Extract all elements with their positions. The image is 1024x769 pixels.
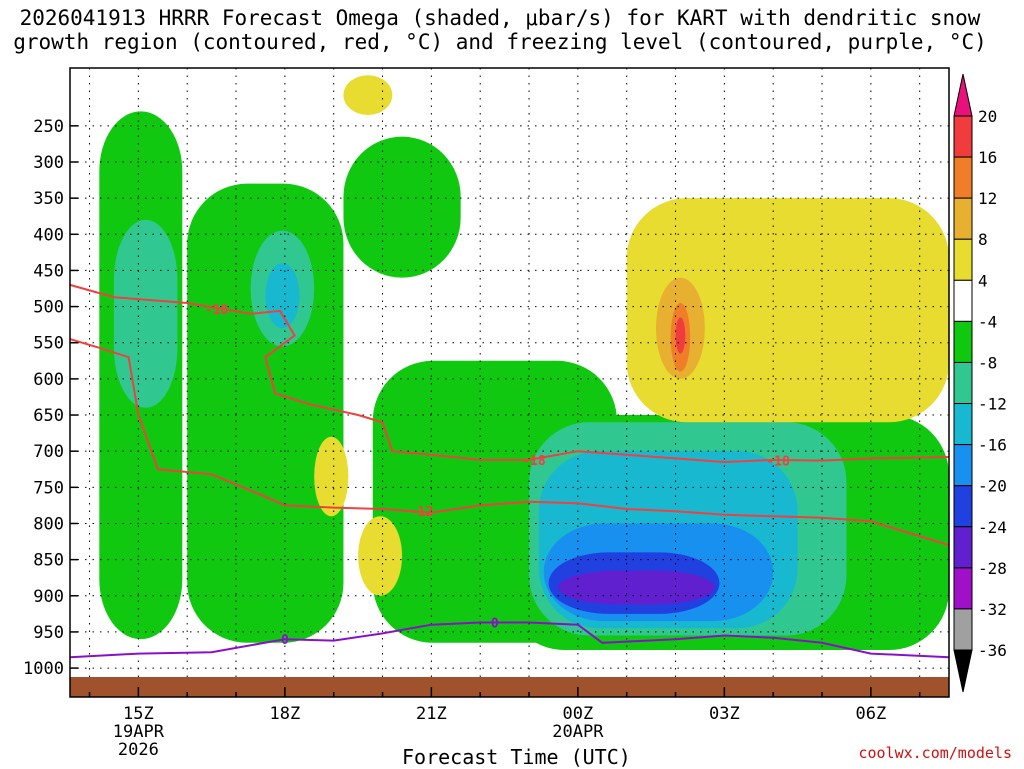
omega-region-2	[343, 136, 461, 278]
y-tick-label-550: 550	[33, 334, 64, 354]
y-tick-label-700: 700	[33, 442, 64, 462]
contour-label-2-1: 0	[491, 617, 499, 632]
colorbar-bin-9	[953, 444, 973, 487]
colorbar-label-12: -32	[978, 600, 1007, 619]
x-tick-sublabel-3: 20APR	[552, 722, 604, 742]
colorbar-bin-3	[953, 197, 973, 240]
omega-region-8	[265, 263, 300, 329]
colorbar-label-8: -16	[978, 436, 1007, 455]
x-tick-label-3: 00Z	[563, 704, 594, 724]
colorbar-label-9: -20	[978, 477, 1007, 496]
x-axis-title: Forecast Time (UTC)	[402, 745, 631, 769]
y-tick-label-650: 650	[33, 406, 64, 426]
plot-frame	[69, 67, 950, 698]
colorbar-bin-4	[953, 238, 973, 281]
omega-shading	[99, 75, 949, 651]
chart-title-line1: 2026041913 HRRR Forecast Omega (shaded, …	[19, 6, 981, 30]
colorbar-bin-13	[953, 608, 973, 651]
omega-region-12	[558, 570, 715, 605]
contour-label-0-0: -18	[205, 303, 229, 318]
y-tick-label-250: 250	[33, 117, 64, 137]
colorbar-label-13: -36	[978, 641, 1007, 660]
x-tick-label-2: 21Z	[416, 704, 447, 724]
contour-labels: -18 -18 -18 -12 0 0	[205, 303, 790, 648]
omega-region-16	[675, 317, 686, 354]
colorbar-label-1: 16	[978, 148, 997, 167]
colorbar-label-3: 8	[978, 230, 988, 249]
isotherm-contours	[70, 283, 949, 659]
y-tick-label-950: 950	[33, 623, 64, 643]
colorbar-label-10: -24	[978, 518, 1007, 537]
y-tick-label-450: 450	[33, 261, 64, 281]
colorbar-bin-7	[953, 361, 973, 405]
colorbar-label-5: -4	[978, 312, 997, 331]
contour-label-1-0: -12	[410, 505, 433, 520]
y-tick-label-350: 350	[33, 189, 64, 209]
contour-line-0	[70, 283, 949, 464]
omega-region-5	[113, 219, 178, 408]
x-tick-sublabel-0: 19APR	[113, 722, 165, 742]
colorbar-bin-5	[953, 279, 973, 322]
colorbar-bin-10	[953, 485, 973, 528]
y-tick-label-400: 400	[33, 225, 64, 245]
y-tick-label-750: 750	[33, 478, 64, 498]
contour-label-2-0: 0	[281, 633, 289, 648]
colorbar-arrow-bottom	[953, 649, 973, 693]
x-tick-label-5: 06Z	[856, 704, 887, 724]
x-tick-label-0: 15Z	[123, 704, 154, 724]
omega-region-13	[626, 198, 949, 423]
y-tick-label-300: 300	[33, 153, 64, 173]
colorbar-bin-11	[953, 526, 973, 569]
contour-line-2	[70, 621, 949, 659]
chart-title: 2026041913 HRRR Forecast Omega (shaded, …	[0, 6, 1000, 54]
chart-title-line2: growth region (contoured, red, °C) and f…	[13, 30, 987, 54]
credit-link[interactable]: coolwx.com/models	[858, 744, 1012, 762]
contour-label-0-1: -18	[522, 454, 546, 469]
contour-label-0-2: -18	[766, 455, 790, 470]
y-tick-label-500: 500	[33, 298, 64, 318]
y-tick-label-1000: 1000	[23, 659, 64, 679]
colorbar-label-11: -28	[978, 559, 1007, 578]
colorbar-bin-8	[953, 403, 973, 446]
colorbar: 20 16 12 8 4 -4 -8 -12 -16 -20 -24 -28 -32 -36	[953, 73, 1007, 693]
colorbar-label-6: -8	[978, 353, 997, 372]
colorbar-bin-2	[953, 156, 973, 199]
x-tick-label-4: 03Z	[709, 704, 740, 724]
y-tick-label-600: 600	[33, 370, 64, 390]
y-tick-label-850: 850	[33, 551, 64, 571]
y-tick-label-900: 900	[33, 587, 64, 607]
colorbar-bin-6	[953, 320, 973, 363]
colorbar-label-4: 4	[978, 271, 988, 290]
colorbar-label-7: -12	[978, 395, 1007, 414]
contour-line-1	[70, 338, 949, 547]
colorbar-bin-12	[953, 567, 973, 610]
colorbar-bin-1	[953, 115, 973, 158]
y-axis: 250 300 350 400 450 500 550 600 650 700 750 800 850 9…	[23, 117, 78, 679]
colorbar-arrow-top	[953, 73, 973, 117]
colorbar-label-2: 12	[978, 189, 997, 208]
omega-region-17	[314, 436, 349, 517]
colorbar-label-0: 20	[978, 107, 997, 126]
ground-fill	[70, 677, 949, 697]
y-tick-label-800: 800	[33, 514, 64, 534]
x-tick-label-1: 18Z	[270, 704, 301, 724]
x-tick-sublabel2-0: 2026	[118, 740, 159, 760]
omega-region-18	[358, 516, 403, 596]
omega-region-19	[343, 75, 393, 115]
